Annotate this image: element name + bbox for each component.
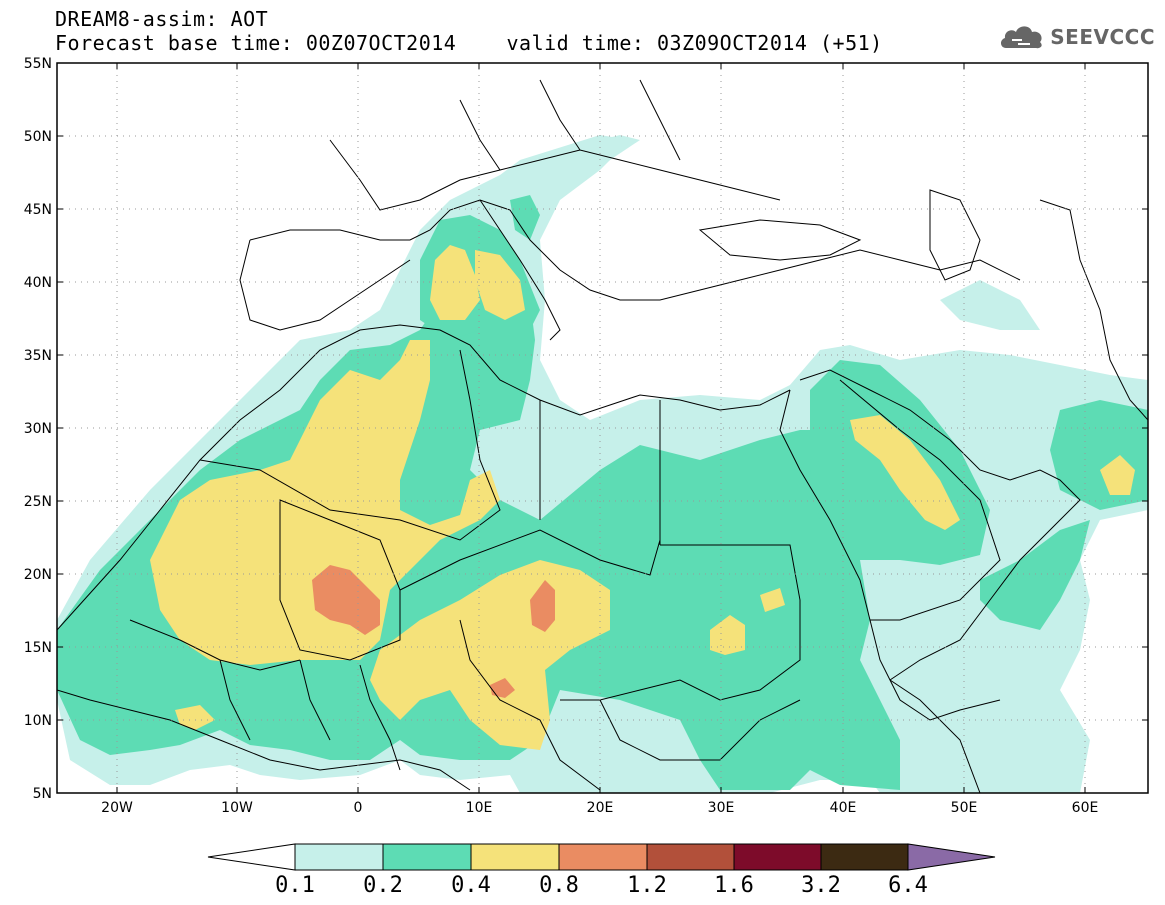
border-europe-internal [329, 79, 781, 211]
lon-label: 10E [466, 800, 493, 816]
lat-label: 20N [24, 567, 52, 583]
lat-labels: 55N 50N 45N 40N 35N 30N 25N 20N 15N 10N … [24, 56, 52, 802]
coastline-africa-north [57, 324, 791, 631]
border-saudi [839, 379, 1001, 621]
seevccc-logo: SEEVCCC [998, 22, 1155, 52]
aot-band-04-arabia [850, 415, 960, 530]
colorbar-label: 0.8 [539, 873, 579, 898]
colorbar-label: 1.6 [714, 873, 754, 898]
colorbar-swatch [733, 843, 822, 871]
colorbar-label: 3.2 [801, 873, 841, 898]
lat-label: 25N [24, 494, 52, 510]
colorbar [207, 843, 996, 871]
coastline-gulf-guinea [57, 689, 471, 791]
aot-band-04-tunisia [430, 245, 480, 320]
border-sudan [560, 544, 801, 701]
coastline-caspian [929, 189, 981, 281]
aot-band-08-chad [490, 678, 515, 698]
lat-label: 30N [24, 421, 52, 437]
aot-band-04-sudan [710, 615, 745, 655]
lon-label: 50E [951, 800, 978, 816]
aot-band-08-mali [312, 565, 380, 635]
aot-band-01-north [520, 135, 640, 195]
lat-label: 35N [24, 348, 52, 364]
colorbar-arrow-low [207, 843, 296, 871]
chart-title: DREAM8-assim: AOT [55, 7, 269, 31]
border-iran [1039, 199, 1148, 421]
lon-label: 0 [354, 800, 363, 816]
colorbar-label: 1.2 [627, 873, 667, 898]
colorbar-label: 0.4 [451, 873, 491, 898]
aot-band-01-east [940, 280, 1040, 330]
cloud-icon [1001, 26, 1042, 49]
lon-label: 20E [587, 800, 614, 816]
colorbar-labels: 0.1 0.2 0.4 0.8 1.2 1.6 3.2 6.4 [275, 873, 928, 898]
aot-band-04-sardinia [475, 250, 525, 320]
border-central-africa [459, 619, 801, 791]
lat-label: 55N [24, 56, 52, 72]
lat-label: 50N [24, 129, 52, 145]
colorbar-arrow-high [907, 843, 996, 871]
coastlines [57, 79, 1148, 793]
base-time: Forecast base time: 00Z07OCT2014 [55, 31, 457, 55]
colorbar-swatch [470, 843, 560, 871]
aot-band-08-niger [530, 580, 555, 632]
tick-marks [57, 62, 1148, 794]
colorbar-label: 0.2 [363, 873, 403, 898]
coastline-italy [479, 199, 561, 341]
colorbar-swatch [646, 843, 735, 871]
colorbar-swatch [820, 843, 909, 871]
valid-time: valid time: 03Z09OCT2014 (+51) [506, 31, 883, 55]
colorbar-label: 6.4 [888, 873, 928, 898]
aot-band-04-persia [1100, 455, 1135, 495]
coastline-iberia [239, 239, 411, 331]
coastline-europe [249, 199, 1021, 301]
colorbar-swatch [382, 843, 472, 871]
lat-label: 45N [24, 202, 52, 218]
lon-labels: 20W 10W 0 10E 20E 30E 40E 50E 60E [101, 800, 1098, 816]
colorbar-label: 0.1 [275, 873, 315, 898]
lon-label: 10W [221, 800, 253, 816]
aot-band-04-west-africa [150, 340, 500, 665]
logo-text: SEEVCCC [1050, 25, 1155, 49]
colorbar-swatch [294, 843, 384, 871]
border-west-africa [129, 619, 401, 771]
coastline-arabia [799, 369, 1081, 681]
coastline-black-sea [698, 219, 862, 261]
lon-label: 20W [101, 800, 133, 816]
border-mali [279, 499, 401, 661]
border-libya-egypt [539, 400, 661, 545]
aot-band-02-adriatic [510, 195, 540, 240]
lat-label: 40N [24, 275, 52, 291]
lat-label: 5N [33, 786, 52, 802]
lon-label: 40E [830, 800, 857, 816]
aot-band-04-guinea [175, 705, 215, 730]
aot-band-02-oman [980, 520, 1090, 630]
aot-band-04-egypt [760, 588, 785, 612]
border-algeria [199, 349, 501, 541]
lat-label: 15N [24, 640, 52, 656]
lon-label: 30E [708, 800, 735, 816]
chart-subtitle: Forecast base time: 00Z07OCT2014 valid t… [55, 32, 883, 54]
lat-label: 10N [24, 713, 52, 729]
lon-label: 60E [1072, 800, 1099, 816]
colorbar-swatch [558, 843, 648, 871]
aot-contours [57, 63, 1148, 793]
